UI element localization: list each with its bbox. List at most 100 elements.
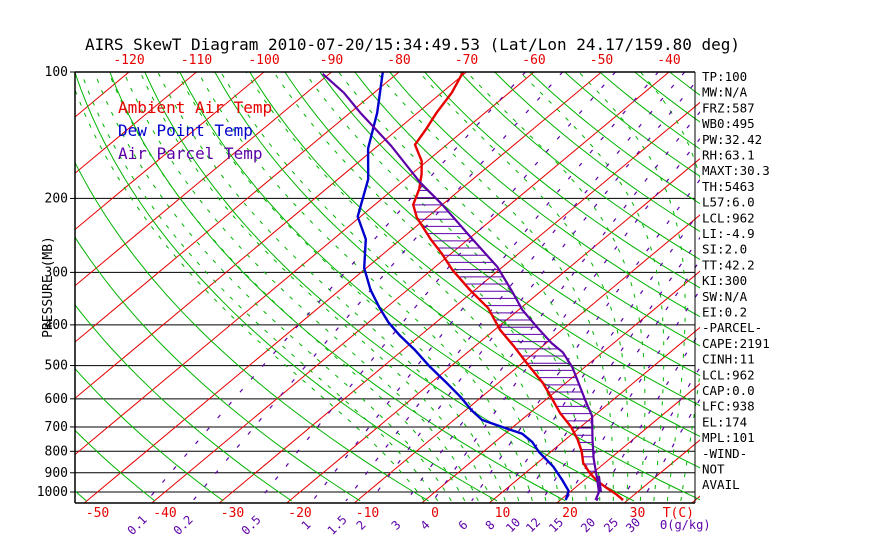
dry-adiabat-line: [214, 71, 700, 469]
dry-adiabat-line: [75, 71, 498, 502]
curve-ambient-air-temp: [412, 71, 624, 501]
isotherm-line: [286, 158, 700, 504]
pressure-tick-label: 300: [45, 265, 68, 280]
panel-stat-frz: FRZ:587: [702, 100, 755, 115]
isotherm-line: [353, 214, 700, 504]
mixing-ratio-label: 20: [578, 515, 598, 535]
dry-adiabat-line: [599, 71, 700, 150]
curve-air-parcel-temp: [321, 72, 601, 501]
mixing-ratio-label: 1.5: [325, 513, 350, 538]
mixing-ratio-label: 25: [601, 515, 621, 535]
bottom-temp-label: -20: [288, 506, 311, 521]
x-axis-title-temperature: T(C): [663, 506, 694, 521]
chart-legend: Ambient Air Temp Dew Point Temp Air Parc…: [118, 98, 272, 163]
dry-adiabat-line: [0, 72, 18, 501]
pressure-tick-label: 700: [45, 420, 68, 435]
moist-adiabat-line: [139, 71, 493, 502]
sounding-curves: [321, 71, 624, 501]
panel-stat-sw: SW:N/A: [702, 289, 748, 304]
dry-adiabat-line: [424, 71, 700, 289]
mixing-ratio-line: [522, 236, 700, 502]
isotherm-line: [75, 71, 265, 231]
dry-adiabat-line: [389, 71, 700, 318]
mixing-ratio-line: [541, 259, 700, 502]
panel-stat-ki: KI:300: [702, 273, 747, 288]
dry-adiabat-line: [459, 71, 700, 261]
moist-adiabat-line: [108, 71, 466, 502]
mixing-ratio-line: [471, 178, 700, 502]
mixing-ratio-line: [370, 75, 700, 502]
mixing-ratio-line: [146, 71, 526, 502]
isotherm-line: [151, 71, 670, 504]
panel-stat-tt: TT:42.2: [702, 257, 755, 272]
panel-stat-parcel: -PARCEL-: [702, 320, 762, 335]
panel-stat-mpl: MPL:101: [702, 430, 755, 445]
bottom-temp-label: 20: [562, 506, 578, 521]
pressure-tick-label: 100: [45, 65, 68, 80]
panel-stat-maxt: MAXT:30.3: [702, 163, 770, 178]
panel-stat-ei: EI:0.2: [702, 305, 747, 320]
mixing-ratio-label: 6: [456, 518, 471, 533]
panel-stat-lcl: LCL:962: [702, 210, 755, 225]
parcel-surface-bar: [596, 475, 602, 493]
stats-panel: TP:100MW:N/AFRZ:587WB0:495PW:32.42RH:63.…: [702, 69, 770, 492]
panel-stat-lfc: LFC:938: [702, 399, 755, 414]
isotherm-line: [75, 71, 467, 399]
panel-stat-cape: CAPE:2191: [702, 336, 770, 351]
moist-adiabat-line: [93, 71, 452, 502]
pressure-tick-label: 800: [45, 444, 68, 459]
panel-stat-cap: CAP:0.0: [702, 383, 755, 398]
dry-adiabat-line: [75, 304, 292, 502]
dry-adiabat-line: [75, 236, 361, 502]
moist-adiabat-line: [640, 71, 700, 501]
pressure-tick-label: 900: [45, 466, 68, 481]
bottom-temp-label: 10: [495, 506, 511, 521]
mixing-ratio-label: 3: [389, 518, 404, 533]
bottom-temp-label: -50: [86, 506, 109, 521]
top-temp-label: -120: [113, 53, 144, 68]
moist-adiabat-line: [176, 71, 520, 502]
legend-air-parcel: Air Parcel Temp: [118, 144, 263, 163]
isotherm-line: [488, 326, 700, 504]
background-grid: [0, 71, 700, 504]
dry-adiabat-line: [144, 71, 635, 502]
legend-dew-point: Dew Point Temp: [118, 121, 253, 140]
top-temp-label: -60: [522, 53, 545, 68]
isotherm-line: [75, 71, 400, 343]
mixing-ratio-line: [258, 71, 616, 502]
panel-stat-not: NOT: [702, 462, 725, 477]
moist-adiabat-line: [123, 71, 479, 502]
moist-adiabat-line: [338, 71, 601, 501]
top-temp-label: -100: [248, 53, 279, 68]
pressure-tick-label: 200: [45, 191, 68, 206]
mixing-ratio-line: [406, 110, 700, 502]
top-temp-label: -80: [387, 53, 410, 68]
moist-adiabat-line: [245, 71, 560, 501]
dry-adiabat-line: [529, 71, 700, 205]
pressure-tick-label: 600: [45, 392, 68, 407]
moist-adiabat-line: [220, 71, 547, 502]
bottom-temp-label: 30: [630, 506, 646, 521]
cape-hatch-area: [413, 189, 598, 479]
bottom-temp-label: -10: [356, 506, 379, 521]
axes-frame: [70, 71, 696, 504]
pressure-tick-label: 1000: [37, 485, 68, 500]
pressure-tick-label: 400: [45, 318, 68, 333]
mixing-ratio-line: [620, 366, 700, 502]
panel-stat-lcl: LCL:962: [702, 367, 755, 382]
panel-stat-si: SI:2.0: [702, 242, 747, 257]
dry-adiabat-line: [179, 71, 700, 501]
isotherm-line: [218, 101, 700, 504]
panel-stat-wb0: WB0:495: [702, 116, 755, 131]
panel-stat-wind: -WIND-: [702, 446, 747, 461]
chart-title: AIRS SkewT Diagram 2010-07-20/15:34:49.5…: [85, 35, 740, 54]
panel-stat-cinh: CINH:11: [702, 352, 755, 367]
isotherm-line: [75, 71, 535, 456]
isotherm-line: [83, 71, 602, 504]
curve-dew-point-temp: [356, 71, 570, 501]
bottom-temp-label: -30: [221, 506, 244, 521]
x-axis-title-mixing-ratio: Θ(g/kg): [660, 518, 711, 532]
dry-adiabat-line: [75, 368, 224, 502]
panel-stat-el: EL:174: [702, 414, 747, 429]
